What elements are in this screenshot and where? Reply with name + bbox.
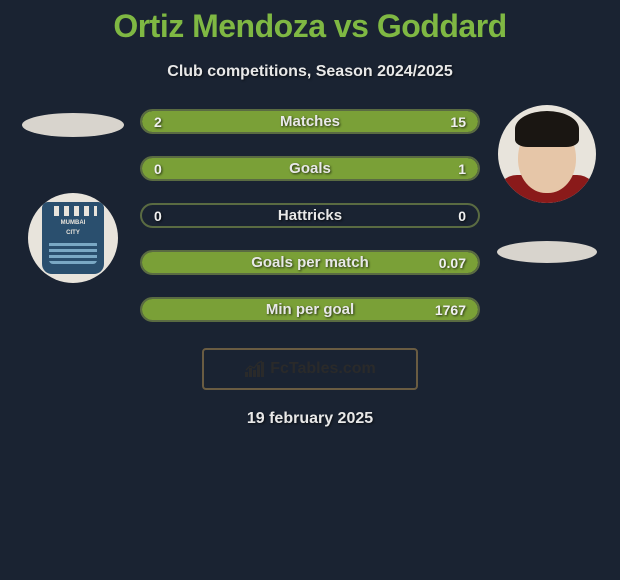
subtitle: Club competitions, Season 2024/2025	[0, 63, 620, 81]
right-player-avatar	[498, 105, 596, 203]
stat-label: Min per goal	[266, 301, 354, 318]
stat-bar: 0 Goals 1	[140, 156, 480, 181]
footer-date: 19 february 2025	[0, 410, 620, 428]
stat-bar: 2 Matches 15	[140, 109, 480, 134]
stat-bar: Min per goal 1767	[140, 297, 480, 322]
stat-value-right: 0.07	[439, 255, 466, 271]
brand-attribution: FcTables.com	[202, 348, 418, 390]
club-badge-label-1: MUMBAI	[61, 220, 86, 226]
stat-label: Hattricks	[278, 207, 342, 224]
stat-bar: 0 Hattricks 0	[140, 203, 480, 228]
stat-value-left: 2	[154, 114, 162, 130]
brand-text: FcTables.com	[270, 360, 376, 378]
stat-value-left: 0	[154, 208, 162, 224]
left-player-col: MUMBAI CITY	[18, 109, 128, 283]
stat-value-right: 15	[450, 114, 466, 130]
page-title: Ortiz Mendoza vs Goddard	[0, 0, 620, 45]
stat-label: Goals per match	[251, 254, 369, 271]
stat-label: Goals	[289, 160, 331, 177]
club-badge-label-2: CITY	[66, 230, 80, 236]
stat-value-right: 0	[458, 208, 466, 224]
left-player-avatar: MUMBAI CITY	[28, 193, 118, 283]
stat-value-right: 1767	[435, 302, 466, 318]
stat-bar: Goals per match 0.07	[140, 250, 480, 275]
right-player-col	[492, 109, 602, 263]
stat-fill-left	[142, 111, 182, 132]
stat-value-right: 1	[458, 161, 466, 177]
chart-icon	[244, 360, 266, 378]
stats-bars: 2 Matches 15 0 Goals 1 0 Hattricks 0 Goals per ma…	[140, 109, 480, 322]
club-badge-icon: MUMBAI CITY	[42, 202, 104, 274]
right-ellipse-placeholder	[497, 241, 597, 263]
stat-value-left: 0	[154, 161, 162, 177]
comparison-row: MUMBAI CITY 2Matches150Goals10Hattricks0…	[0, 109, 620, 322]
left-ellipse-placeholder	[22, 113, 124, 137]
stat-label: Matches	[280, 113, 340, 130]
